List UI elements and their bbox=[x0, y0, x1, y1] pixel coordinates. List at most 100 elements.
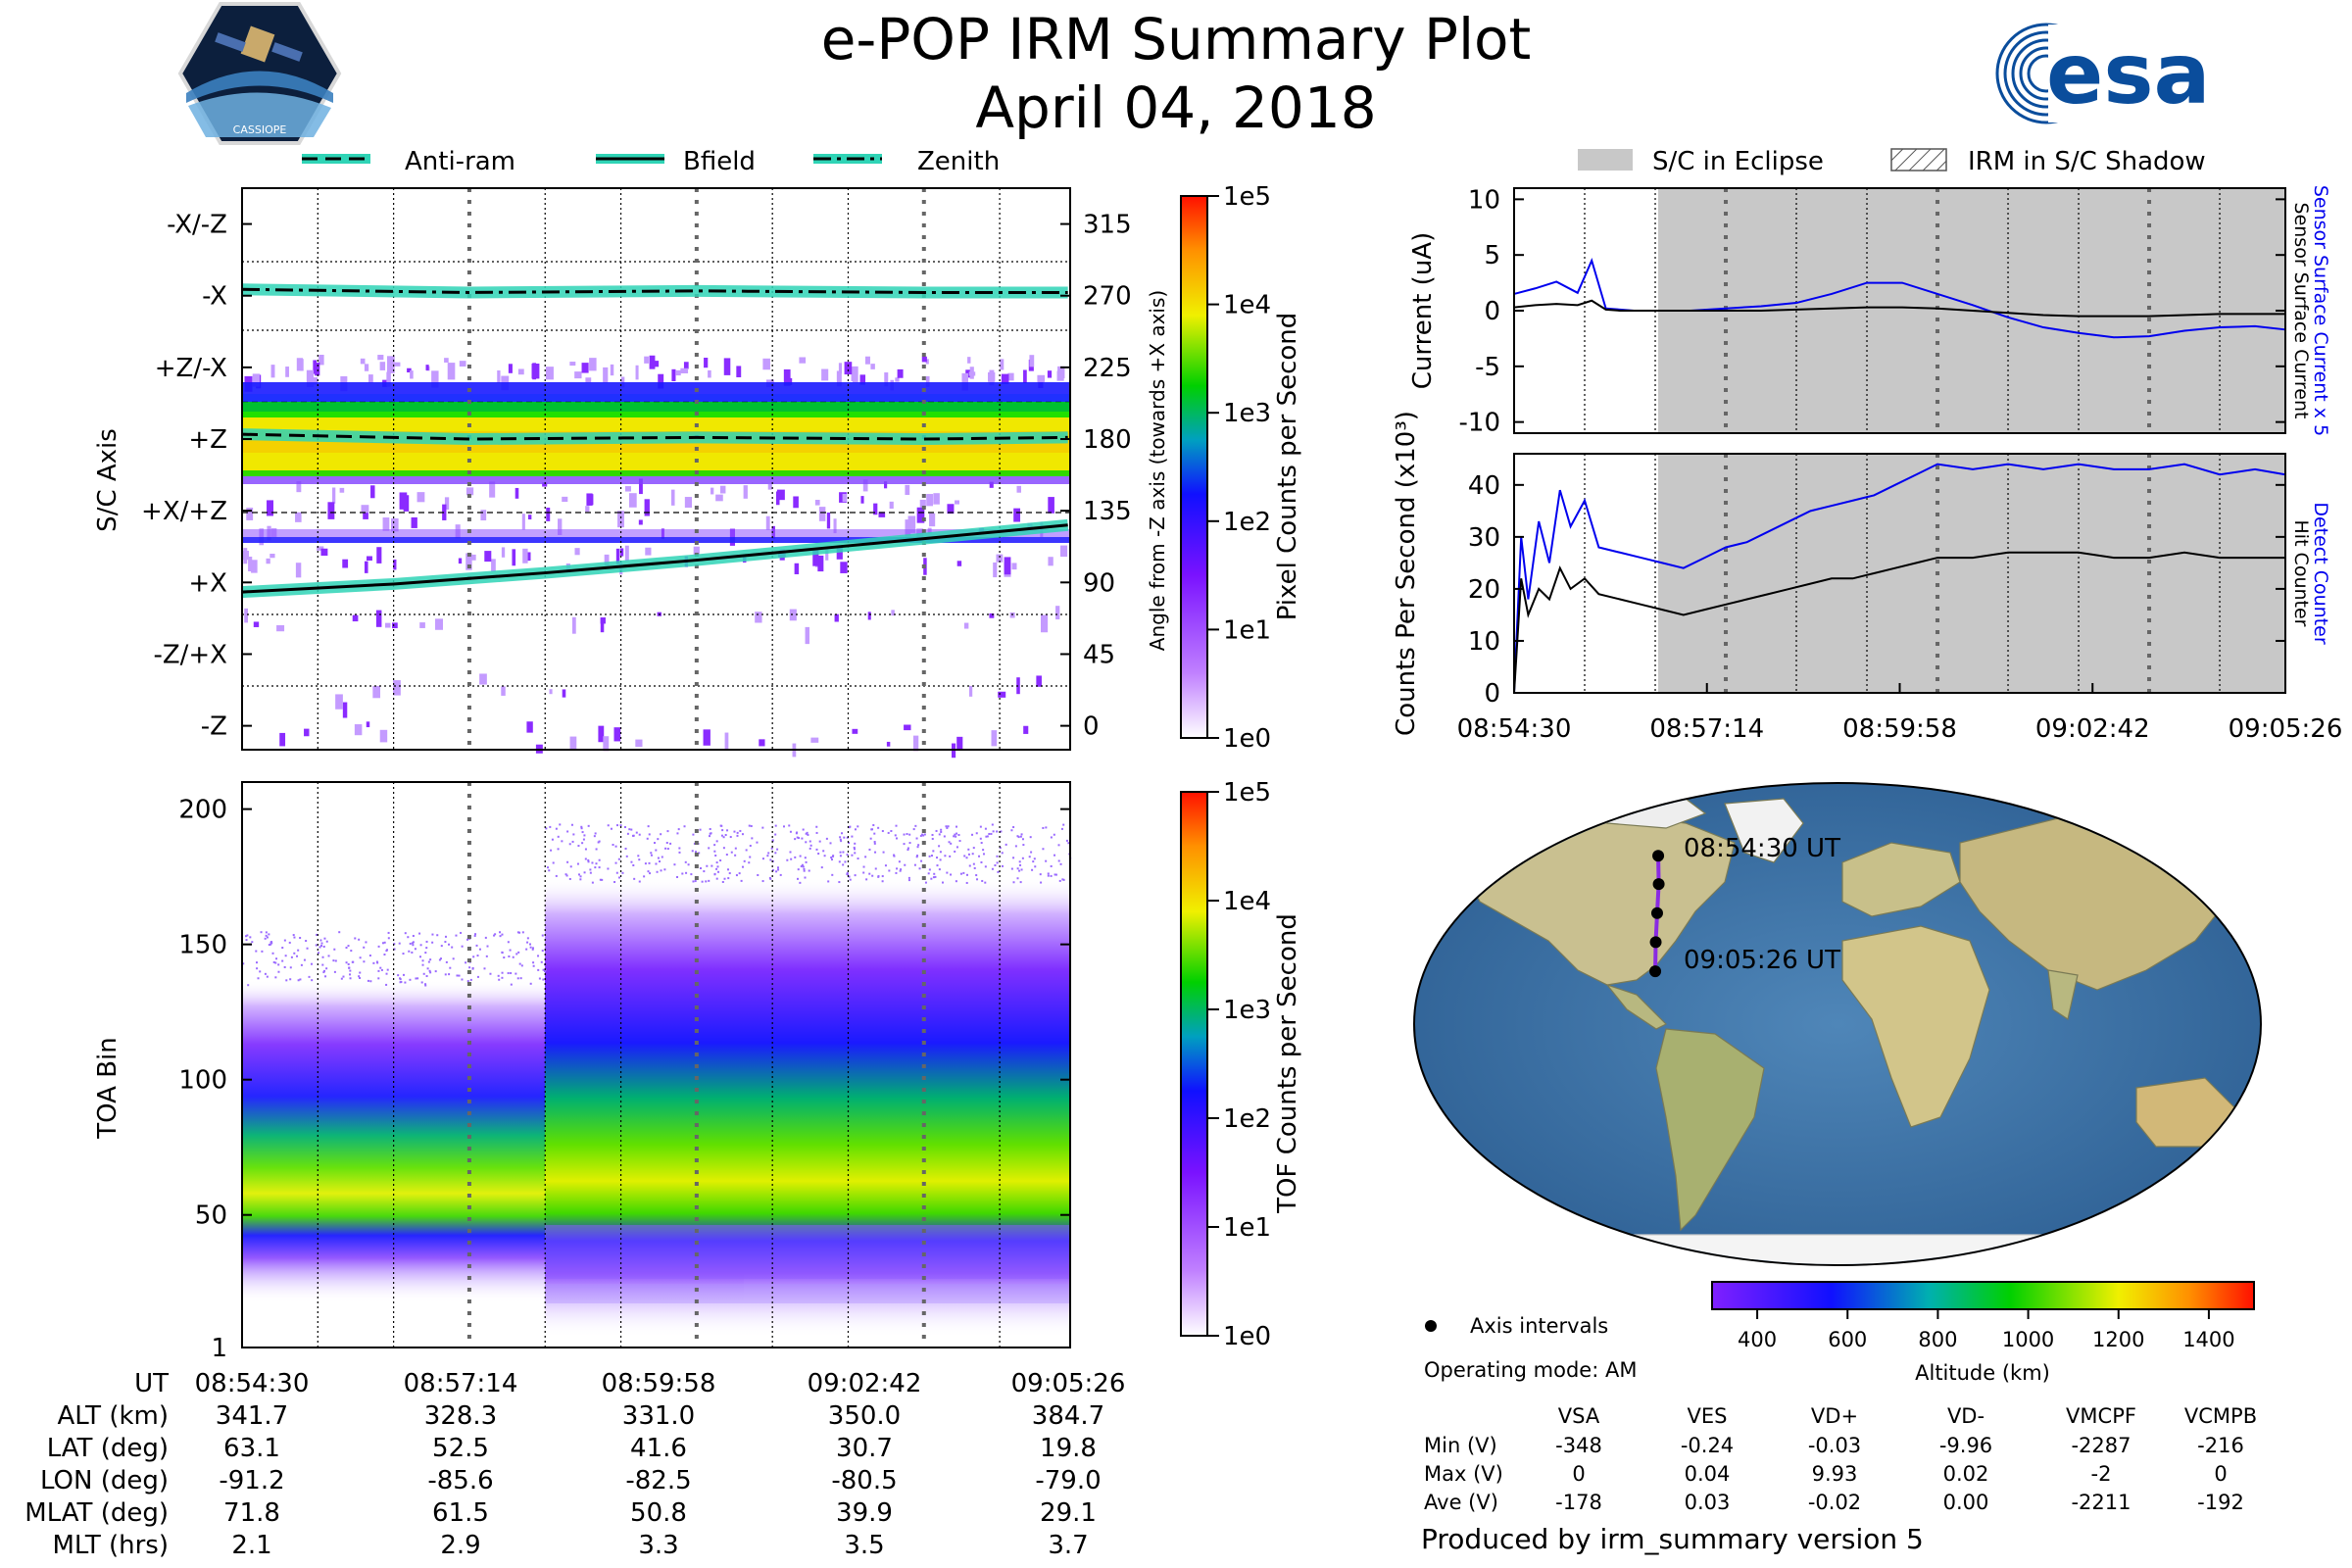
speckle bbox=[594, 832, 597, 835]
speckle bbox=[774, 852, 777, 855]
speckle bbox=[998, 691, 1006, 698]
ephemeris-cell: 08:57:14 bbox=[404, 1369, 518, 1398]
speckle bbox=[268, 944, 270, 947]
ephemeris-cell: 63.1 bbox=[223, 1434, 280, 1463]
speckle bbox=[859, 374, 866, 385]
speckle bbox=[671, 368, 676, 382]
speckle bbox=[335, 694, 343, 710]
speckle bbox=[678, 847, 681, 850]
speckle bbox=[926, 494, 934, 507]
speckle bbox=[829, 842, 832, 845]
speckle bbox=[649, 355, 656, 369]
figure-title: e-POP IRM Summary Plot bbox=[820, 6, 1532, 73]
angle-tick-label: 135 bbox=[1083, 497, 1132, 526]
speckle bbox=[1042, 848, 1045, 851]
speckle bbox=[616, 824, 619, 827]
speckle bbox=[847, 873, 850, 876]
speckle bbox=[635, 831, 638, 834]
speckle bbox=[597, 841, 600, 844]
speckle bbox=[501, 547, 506, 558]
speckle bbox=[610, 364, 614, 376]
ephemeris-cell: -79.0 bbox=[1035, 1466, 1101, 1495]
speckle bbox=[635, 365, 639, 380]
speckle bbox=[923, 833, 926, 836]
speckle bbox=[555, 874, 558, 877]
speckle bbox=[655, 862, 658, 865]
speckle bbox=[775, 491, 780, 506]
speckle bbox=[365, 941, 368, 944]
ephemeris-row-label: ALT (km) bbox=[57, 1401, 169, 1431]
speckle bbox=[933, 493, 940, 505]
speckle bbox=[445, 960, 448, 963]
speckle bbox=[621, 871, 624, 874]
speckle bbox=[379, 362, 386, 370]
y-tick-label: -10 bbox=[1459, 409, 1500, 438]
speckle bbox=[919, 834, 922, 837]
speckle bbox=[796, 831, 799, 834]
axis-tick-label: +X bbox=[188, 568, 227, 598]
speckle bbox=[320, 945, 323, 948]
speckle bbox=[267, 500, 273, 516]
speckle bbox=[1055, 606, 1060, 620]
speckle bbox=[354, 937, 357, 940]
speckle bbox=[1037, 374, 1046, 382]
speckle bbox=[382, 517, 390, 531]
speckle bbox=[499, 931, 502, 934]
speckle bbox=[347, 962, 350, 965]
ephemeris-row-label: LON (deg) bbox=[40, 1466, 169, 1495]
speckle bbox=[321, 956, 324, 958]
speckle bbox=[587, 824, 590, 827]
speckle bbox=[652, 361, 660, 368]
speckle bbox=[471, 966, 474, 969]
speckle bbox=[1011, 563, 1017, 570]
speckle bbox=[1053, 833, 1055, 836]
speckle bbox=[332, 487, 336, 504]
speckle bbox=[719, 859, 722, 862]
speckle bbox=[598, 866, 601, 869]
speckle bbox=[380, 968, 383, 971]
speckle bbox=[451, 946, 454, 949]
speckle bbox=[351, 960, 354, 963]
speckle bbox=[614, 861, 617, 864]
speckle bbox=[905, 519, 911, 537]
speckle bbox=[303, 958, 306, 961]
speckle bbox=[1018, 869, 1021, 872]
altitude-tick-label: 600 bbox=[1828, 1328, 1867, 1351]
speckle bbox=[950, 842, 953, 845]
speckle bbox=[525, 948, 528, 951]
speckle bbox=[947, 504, 955, 514]
speckle bbox=[320, 548, 328, 557]
eclipse-region-counts bbox=[1658, 454, 2285, 693]
speckle bbox=[862, 871, 865, 874]
speckle bbox=[566, 830, 569, 833]
speckle bbox=[276, 625, 285, 632]
series-sensor-surface-current-x-5 bbox=[1513, 257, 2286, 339]
voltage-cell: -0.02 bbox=[1808, 1491, 1861, 1514]
speckle bbox=[783, 825, 786, 828]
colorbar-tick-label: 1e4 bbox=[1223, 887, 1271, 916]
speckle bbox=[935, 829, 938, 832]
speckle bbox=[531, 364, 540, 379]
speckle bbox=[251, 560, 258, 573]
speckle bbox=[587, 494, 594, 506]
speckle bbox=[768, 876, 771, 879]
speckle bbox=[881, 830, 884, 833]
speckle bbox=[1050, 874, 1053, 877]
speckle bbox=[407, 368, 412, 373]
speckle bbox=[295, 512, 302, 522]
speckle bbox=[789, 830, 792, 833]
speckle bbox=[300, 963, 303, 966]
axis-tick-label: -Z bbox=[201, 712, 227, 742]
speckle bbox=[972, 847, 975, 850]
speckle bbox=[968, 685, 973, 697]
toa-tick-label: 200 bbox=[178, 796, 227, 825]
speckle bbox=[810, 737, 819, 743]
time-tick-label: 08:59:58 bbox=[1842, 714, 1957, 744]
ephemeris-cell: 29.1 bbox=[1040, 1498, 1097, 1528]
speckle bbox=[721, 880, 724, 883]
speckle bbox=[709, 835, 711, 838]
speckle bbox=[264, 937, 267, 940]
speckle bbox=[521, 514, 525, 530]
speckle bbox=[476, 975, 479, 978]
speckle bbox=[367, 556, 372, 561]
